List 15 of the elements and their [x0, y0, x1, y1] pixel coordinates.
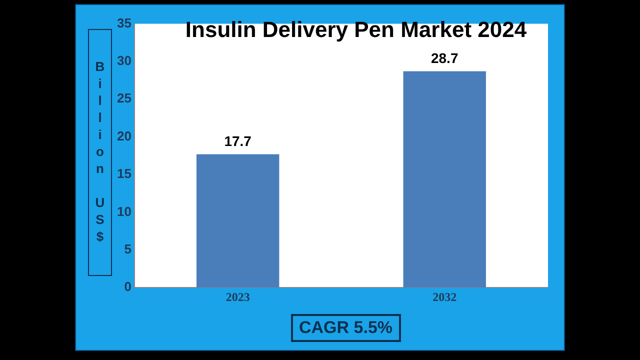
y-tick-label: 30 [116, 53, 132, 68]
y-tick-label: 10 [116, 204, 132, 219]
y-tick-label: 25 [116, 90, 132, 106]
y-tick-label: 0 [124, 279, 132, 294]
data-label: 28.7 [430, 50, 458, 66]
y-tick-label: 20 [116, 128, 132, 144]
y-tick-label: 5 [124, 241, 132, 256]
x-tick-label: 2032 [432, 290, 457, 304]
chart-title: Insulin Delivery Pen Market 2024 [184, 17, 528, 43]
y-tick-label: 15 [116, 166, 132, 182]
data-label: 17.7 [224, 133, 252, 150]
y-axis-title: Billion US$ [88, 29, 112, 276]
x-tick-label: 2023 [226, 290, 250, 304]
y-tick-label: 35 [116, 15, 132, 30]
text: CAGR 5.5% [291, 314, 401, 342]
